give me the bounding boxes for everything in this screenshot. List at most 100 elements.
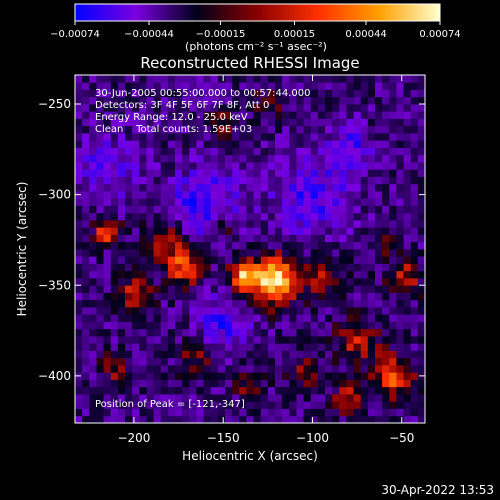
heatmap-cell <box>232 96 240 105</box>
heatmap-cell <box>146 285 154 293</box>
heatmap-cell <box>403 220 412 228</box>
heatmap-cell <box>89 212 97 221</box>
heatmap-cell <box>89 191 97 199</box>
heatmap-cell <box>196 191 204 199</box>
heatmap-cell <box>339 379 347 388</box>
heatmap-cell <box>217 270 226 279</box>
heatmap-cell <box>153 147 162 156</box>
heatmap-cell <box>267 140 276 148</box>
heatmap-cell <box>139 263 147 272</box>
heatmap-cell <box>189 386 197 395</box>
heatmap-cell <box>310 198 319 206</box>
heatmap-cell <box>167 162 176 170</box>
heatmap-cell <box>175 415 183 423</box>
heatmap-cell <box>232 147 240 156</box>
heatmap-cell <box>360 176 369 185</box>
heatmap-cell <box>410 111 419 119</box>
heatmap-cell <box>232 307 240 315</box>
heatmap-cell <box>389 350 397 359</box>
heatmap-cell <box>139 365 147 373</box>
heatmap-cell <box>325 220 333 228</box>
heatmap-cell <box>296 386 304 395</box>
heatmap-cell <box>103 140 112 148</box>
heatmap-cell <box>353 343 362 351</box>
heatmap-cell <box>125 292 133 301</box>
heatmap-cell <box>96 336 104 344</box>
heatmap-cell <box>232 75 240 83</box>
heatmap-cell <box>267 350 276 359</box>
heatmap-cell <box>310 133 319 141</box>
heatmap-cell <box>260 183 269 192</box>
heatmap-cell <box>346 183 354 192</box>
heatmap-cell <box>217 357 226 366</box>
heatmap-cell <box>153 234 162 243</box>
heatmap-cell <box>153 336 162 344</box>
heatmap-cell <box>146 321 154 330</box>
heatmap-cell <box>146 212 154 221</box>
heatmap-cell <box>403 111 412 119</box>
heatmap-cell <box>339 249 347 257</box>
heatmap-cell <box>289 365 297 373</box>
heatmap-cell <box>225 357 233 366</box>
heatmap-cell <box>375 415 383 423</box>
heatmap-cell <box>117 227 126 235</box>
heatmap-cell <box>139 394 147 402</box>
heatmap-cell <box>189 234 197 243</box>
heatmap-cell <box>353 220 362 228</box>
heatmap-cell <box>253 394 262 402</box>
heatmap-cell <box>139 104 147 112</box>
heatmap-cell <box>317 147 326 156</box>
heatmap-cell <box>382 241 390 250</box>
heatmap-cell <box>246 285 254 293</box>
heatmap-cell <box>117 96 126 105</box>
heatmap-cell <box>239 118 247 127</box>
heatmap-cell <box>246 220 254 228</box>
heatmap-cell <box>396 292 404 301</box>
heatmap-cell <box>75 256 83 264</box>
heatmap-cell <box>275 321 283 330</box>
heatmap-cell <box>167 191 176 199</box>
heatmap-cell <box>339 176 347 185</box>
heatmap-cell <box>317 256 326 264</box>
heatmap-cell <box>75 241 83 250</box>
heatmap-cell <box>217 256 226 264</box>
heatmap-cell <box>253 263 262 272</box>
heatmap-cell <box>132 263 140 272</box>
heatmap-cell <box>353 263 362 272</box>
heatmap-cell <box>310 205 319 214</box>
heatmap-cell <box>153 162 162 170</box>
heatmap-cell <box>296 408 304 417</box>
heatmap-cell <box>96 191 104 199</box>
heatmap-cell <box>189 183 197 192</box>
heatmap-cell <box>189 321 197 330</box>
heatmap-cell <box>396 263 404 272</box>
heatmap-cell <box>210 357 219 366</box>
heatmap-cell <box>160 415 169 423</box>
heatmap-cell <box>246 336 254 344</box>
heatmap-cell <box>282 278 290 286</box>
heatmap-cell <box>117 343 126 351</box>
heatmap-cell <box>367 256 376 264</box>
heatmap-cell <box>346 336 354 344</box>
heatmap-cell <box>117 350 126 359</box>
heatmap-cell <box>146 205 154 214</box>
heatmap-cell <box>296 285 304 293</box>
heatmap-cell <box>346 270 354 279</box>
heatmap-cell <box>103 205 112 214</box>
heatmap-cell <box>303 365 312 373</box>
heatmap-cell <box>189 154 197 163</box>
heatmap-cell <box>382 205 390 214</box>
heatmap-cell <box>110 133 119 141</box>
heatmap-cell <box>332 350 340 359</box>
heatmap-cell <box>282 299 290 308</box>
heatmap-cell <box>182 401 190 409</box>
heatmap-cell <box>82 372 90 380</box>
heatmap-cell <box>403 227 412 235</box>
heatmap-cell <box>282 415 290 423</box>
heatmap-cell <box>232 394 240 402</box>
heatmap-cell <box>210 307 219 315</box>
heatmap-cell <box>232 401 240 409</box>
heatmap-cell <box>225 140 233 148</box>
heatmap-cell <box>110 111 119 119</box>
heatmap-cell <box>139 133 147 141</box>
